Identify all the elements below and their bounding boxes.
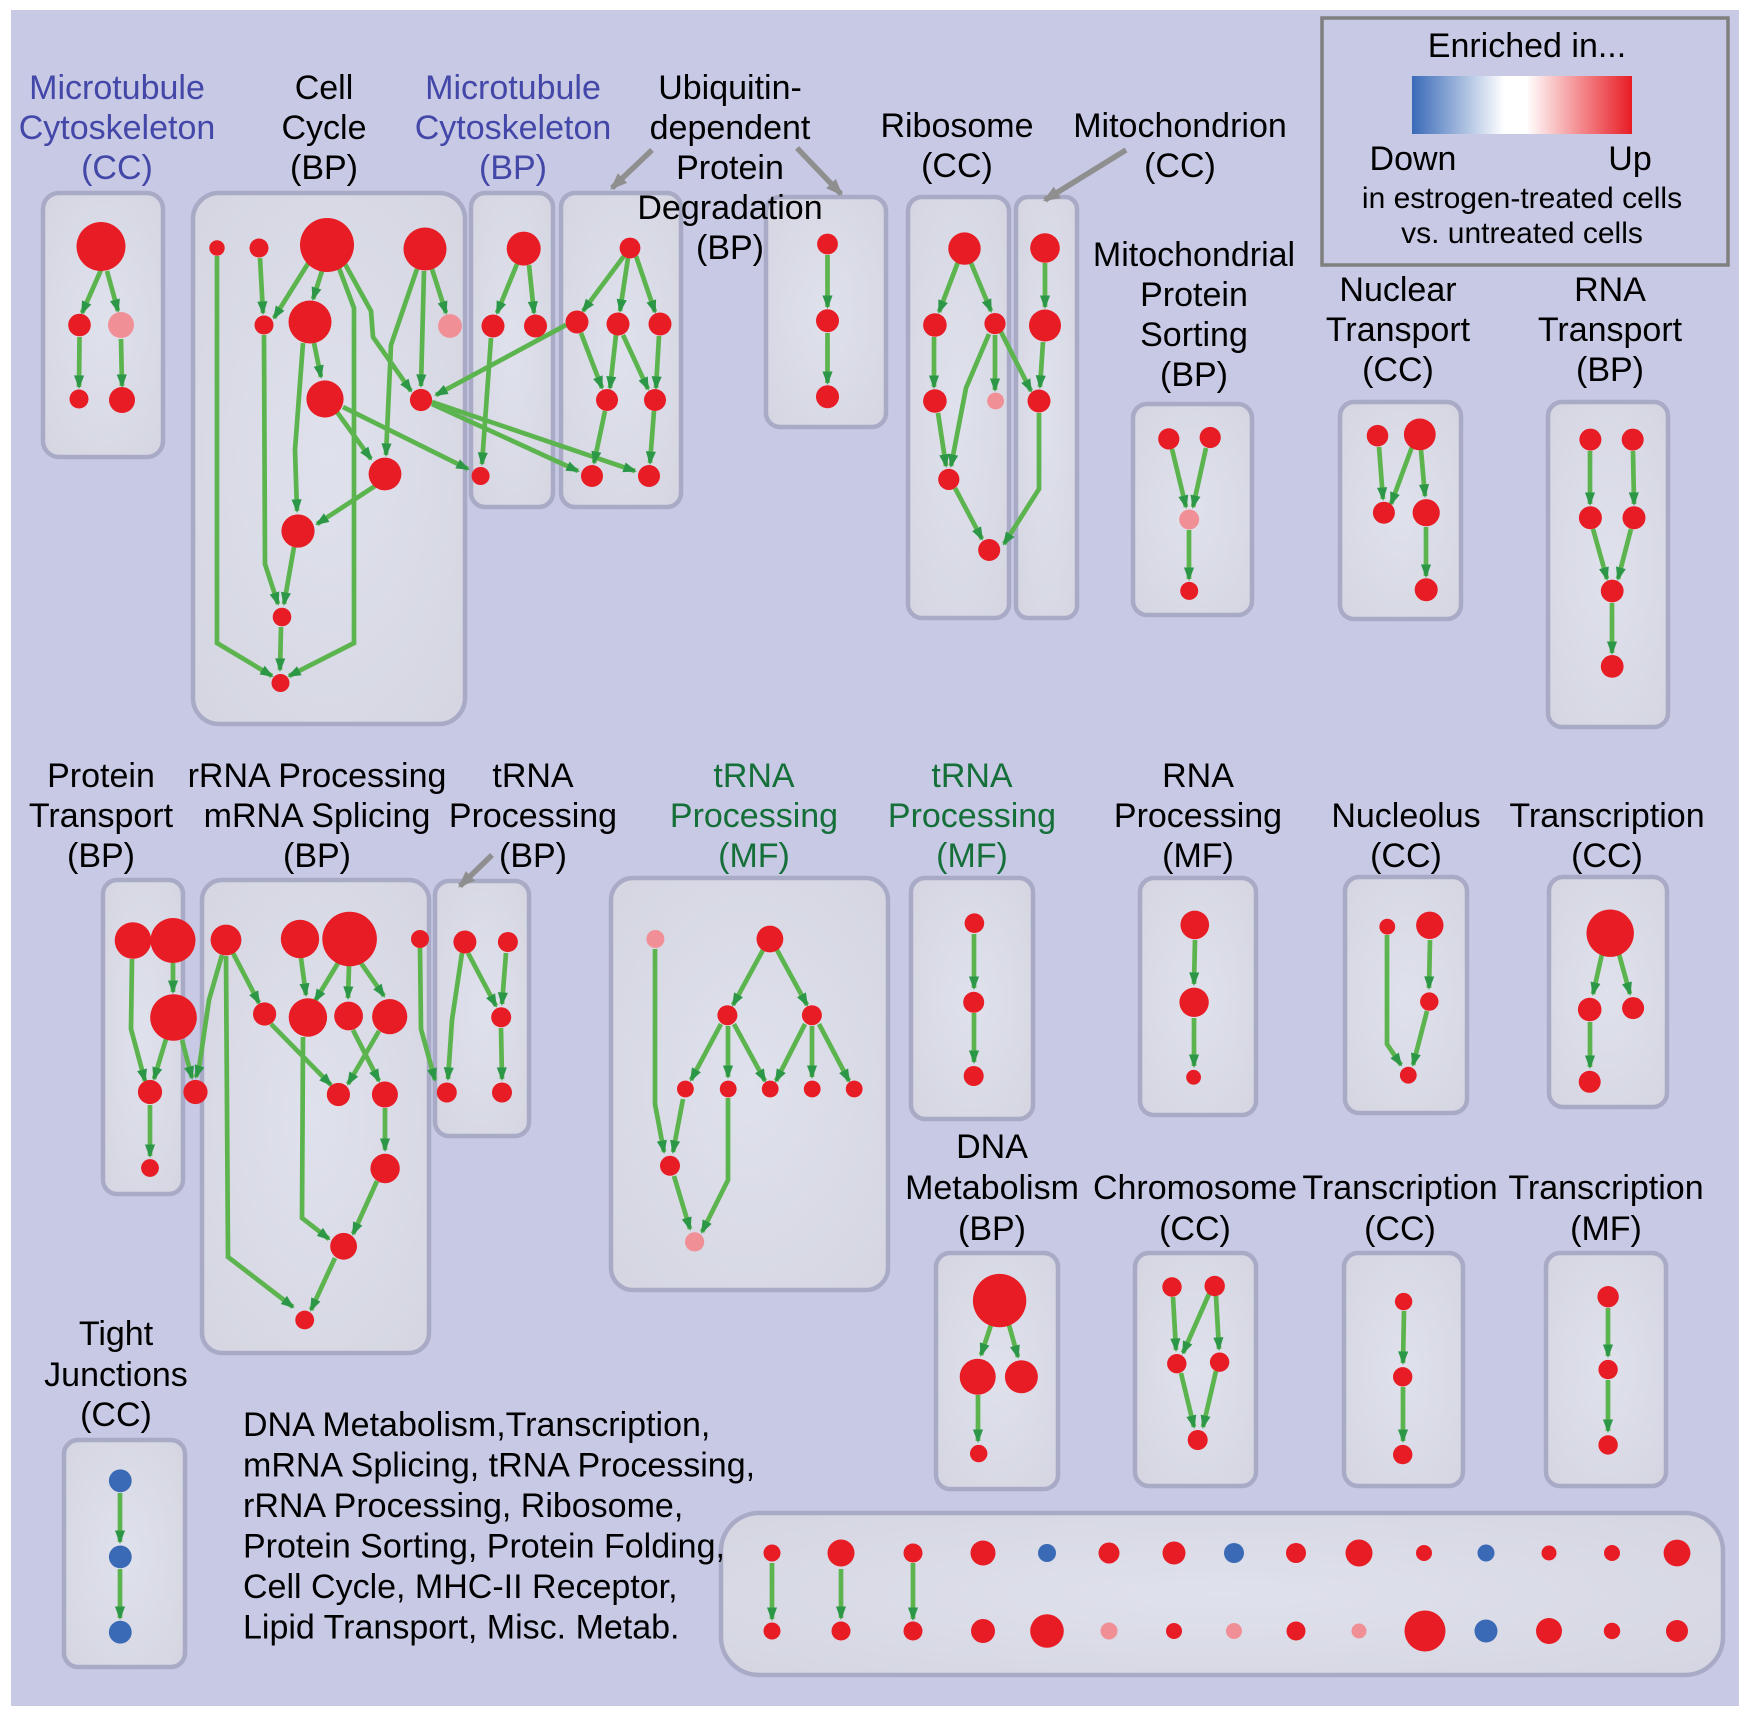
svg-text:Ribosome: Ribosome bbox=[880, 107, 1033, 145]
svg-text:Sorting: Sorting bbox=[1140, 316, 1248, 354]
svg-text:Transcription: Transcription bbox=[1508, 1169, 1703, 1207]
svg-text:Down: Down bbox=[1370, 140, 1457, 178]
svg-text:dependent: dependent bbox=[650, 109, 811, 147]
svg-text:(CC): (CC) bbox=[1362, 351, 1434, 389]
svg-text:Transcription: Transcription bbox=[1302, 1169, 1497, 1207]
svg-text:Mitochondrion: Mitochondrion bbox=[1073, 107, 1287, 145]
svg-text:Tight: Tight bbox=[79, 1315, 154, 1353]
svg-text:Chromosome: Chromosome bbox=[1093, 1169, 1297, 1207]
svg-text:tRNA: tRNA bbox=[931, 757, 1013, 795]
svg-text:Nucleolus: Nucleolus bbox=[1331, 797, 1480, 835]
svg-text:Degradation: Degradation bbox=[637, 189, 822, 227]
svg-text:Cytoskeleton: Cytoskeleton bbox=[415, 109, 612, 147]
svg-text:Lipid Transport, Misc. Metab.: Lipid Transport, Misc. Metab. bbox=[243, 1609, 680, 1647]
svg-text:rRNA Processing: rRNA Processing bbox=[188, 757, 447, 795]
svg-text:(CC): (CC) bbox=[1364, 1210, 1436, 1248]
svg-text:DNA Metabolism,Transcription,: DNA Metabolism,Transcription, bbox=[243, 1406, 710, 1444]
svg-text:(MF): (MF) bbox=[1570, 1210, 1642, 1248]
svg-text:(MF): (MF) bbox=[718, 837, 790, 875]
svg-text:Protein: Protein bbox=[47, 757, 155, 795]
svg-text:Microtubule: Microtubule bbox=[425, 69, 601, 107]
svg-text:Processing: Processing bbox=[670, 797, 838, 835]
svg-text:(CC): (CC) bbox=[1144, 147, 1216, 185]
svg-text:tRNA: tRNA bbox=[492, 757, 574, 795]
svg-text:(MF): (MF) bbox=[1162, 837, 1234, 875]
svg-text:(CC): (CC) bbox=[1370, 837, 1442, 875]
svg-text:Nuclear: Nuclear bbox=[1339, 271, 1456, 309]
svg-text:in estrogen-treated cells: in estrogen-treated cells bbox=[1362, 182, 1682, 215]
svg-text:(BP): (BP) bbox=[499, 837, 567, 875]
svg-text:rRNA Processing, Ribosome,: rRNA Processing, Ribosome, bbox=[243, 1487, 683, 1525]
svg-text:Processing: Processing bbox=[888, 797, 1056, 835]
svg-text:(BP): (BP) bbox=[479, 149, 547, 187]
svg-text:(BP): (BP) bbox=[67, 837, 135, 875]
svg-text:Ubiquitin-: Ubiquitin- bbox=[658, 69, 802, 107]
svg-text:(BP): (BP) bbox=[290, 149, 358, 187]
svg-text:Cell: Cell bbox=[295, 69, 354, 107]
svg-text:(CC): (CC) bbox=[1159, 1210, 1231, 1248]
svg-text:Up: Up bbox=[1608, 140, 1651, 178]
svg-text:(CC): (CC) bbox=[921, 147, 993, 185]
svg-text:Cytoskeleton: Cytoskeleton bbox=[19, 109, 216, 147]
svg-text:Transport: Transport bbox=[1538, 311, 1683, 349]
svg-text:mRNA Splicing: mRNA Splicing bbox=[204, 797, 431, 835]
svg-text:Protein Sorting, Protein Foldi: Protein Sorting, Protein Folding, bbox=[243, 1528, 725, 1566]
svg-text:(BP): (BP) bbox=[696, 229, 764, 267]
svg-text:RNA: RNA bbox=[1162, 757, 1234, 795]
svg-text:Metabolism: Metabolism bbox=[905, 1169, 1079, 1207]
svg-text:Junctions: Junctions bbox=[44, 1356, 188, 1394]
svg-text:Transcription: Transcription bbox=[1509, 797, 1704, 835]
svg-text:(BP): (BP) bbox=[1576, 351, 1644, 389]
svg-text:mRNA Splicing, tRNA Processing: mRNA Splicing, tRNA Processing, bbox=[243, 1447, 755, 1485]
svg-text:Transport: Transport bbox=[1326, 311, 1471, 349]
svg-text:Microtubule: Microtubule bbox=[29, 69, 205, 107]
svg-text:Cycle: Cycle bbox=[281, 109, 366, 147]
svg-text:(MF): (MF) bbox=[936, 837, 1008, 875]
svg-text:(BP): (BP) bbox=[283, 837, 351, 875]
svg-text:tRNA: tRNA bbox=[713, 757, 795, 795]
svg-text:Protein: Protein bbox=[676, 149, 784, 187]
svg-text:vs. untreated cells: vs. untreated cells bbox=[1401, 217, 1643, 250]
svg-text:(CC): (CC) bbox=[80, 1396, 152, 1434]
svg-text:(BP): (BP) bbox=[958, 1210, 1026, 1248]
svg-text:(CC): (CC) bbox=[1571, 837, 1643, 875]
svg-text:(BP): (BP) bbox=[1160, 356, 1228, 394]
svg-text:(CC): (CC) bbox=[81, 149, 153, 187]
svg-text:Transport: Transport bbox=[29, 797, 174, 835]
svg-text:Cell Cycle, MHC-II Receptor,: Cell Cycle, MHC-II Receptor, bbox=[243, 1568, 678, 1606]
svg-text:DNA: DNA bbox=[956, 1128, 1028, 1166]
svg-text:Protein: Protein bbox=[1140, 276, 1248, 314]
svg-text:Enriched in...: Enriched in... bbox=[1428, 27, 1626, 65]
svg-text:Mitochondrial: Mitochondrial bbox=[1093, 236, 1295, 274]
svg-text:RNA: RNA bbox=[1574, 271, 1646, 309]
svg-text:Processing: Processing bbox=[1114, 797, 1282, 835]
svg-text:Processing: Processing bbox=[449, 797, 617, 835]
